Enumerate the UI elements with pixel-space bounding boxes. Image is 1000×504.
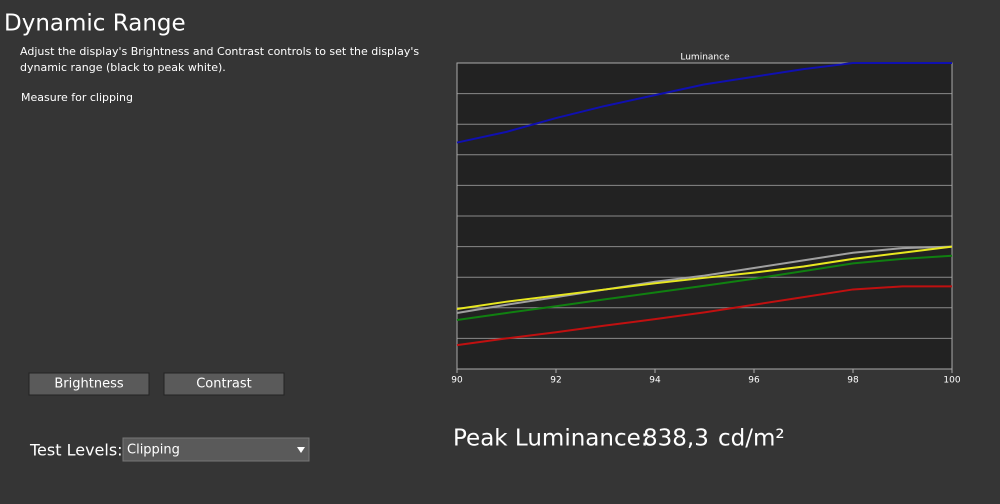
series-line [456, 245, 953, 314]
series-line [456, 62, 952, 144]
instruction: Measure for clipping [21, 91, 133, 104]
contrast-button-label[interactable]: Contrast [196, 377, 252, 392]
description-box: Adjust the display's Brightness and Cont… [20, 45, 420, 74]
page-title: Dynamic Range [4, 11, 186, 37]
series-line [456, 245, 953, 311]
x-tick-label: 98 [847, 376, 859, 386]
peak-label: Peak Luminance: [453, 426, 649, 452]
series-line [456, 285, 952, 347]
contrast-button[interactable] [163, 372, 285, 396]
dropdown-arrow[interactable] [297, 447, 305, 453]
brightness-button-label[interactable]: Brightness [54, 377, 123, 392]
x-tick-label: 92 [550, 376, 561, 386]
peak-value: 838,3 [643, 426, 709, 452]
brightness-button[interactable] [28, 372, 150, 396]
chart-title: Luminance [680, 53, 730, 63]
x-tick-label: 96 [748, 376, 760, 386]
plot-border [456, 62, 953, 370]
test-levels-label: Test Levels: [29, 441, 123, 460]
test-levels-dropdown[interactable] [122, 437, 310, 462]
peak-unit: cd/m² [718, 426, 785, 452]
x-tick-label: 90 [451, 376, 463, 386]
series-line [456, 254, 953, 322]
x-tick-label: 94 [649, 376, 661, 386]
test-levels-selected[interactable]: Clipping [127, 443, 180, 458]
description: Adjust the display's Brightness and Cont… [20, 45, 420, 74]
x-tick-label: 100 [943, 376, 960, 386]
